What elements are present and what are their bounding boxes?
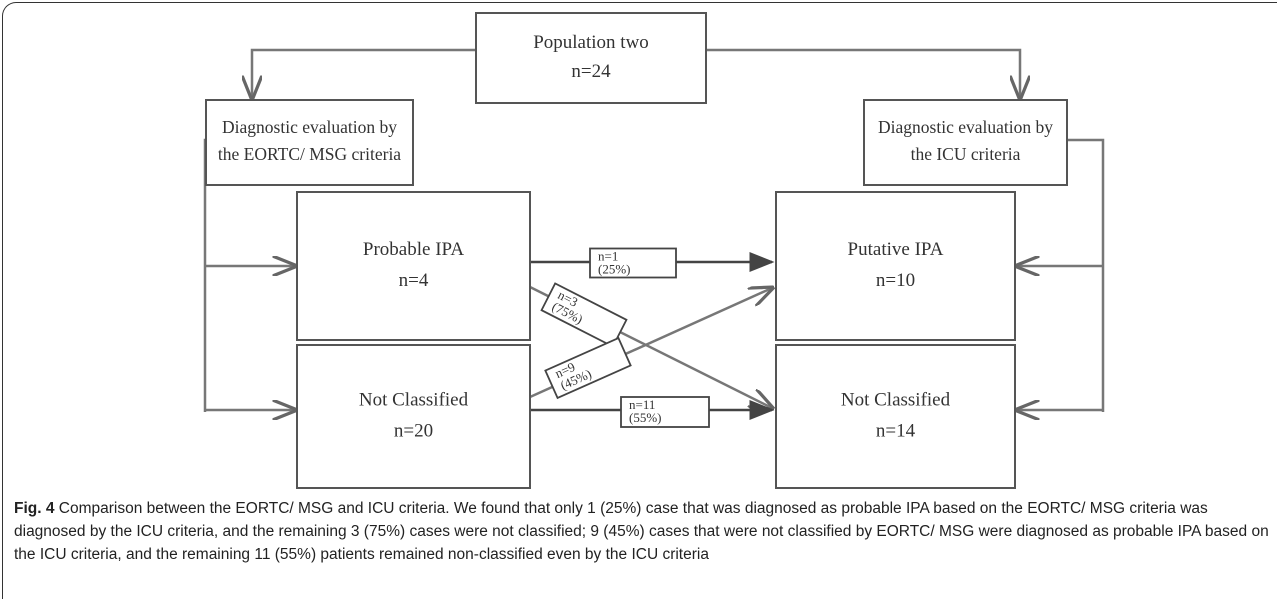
edge-label: n=3(75%) <box>540 282 628 348</box>
node: Putative IPA n=10 <box>775 191 1016 341</box>
node-label: n=10 <box>876 270 915 291</box>
node: Not Classified n=20 <box>296 344 531 489</box>
edge-label-box <box>540 282 628 348</box>
edge-label-text: n=11 <box>629 397 655 412</box>
node-box <box>205 99 414 186</box>
node-label: Putative IPA <box>848 239 944 260</box>
node-box <box>296 191 531 341</box>
caption: Fig. 4 Comparison between the EORTC/ MSG… <box>14 497 1269 566</box>
edge-label: n=9(45%) <box>544 336 632 400</box>
node-label: the EORTC/ MSG criteria <box>218 144 401 164</box>
node: Diagnostic evaluation by the EORTC/ MSG c… <box>205 99 414 186</box>
node-box <box>296 344 531 489</box>
node-box <box>775 344 1016 489</box>
node-label: n=20 <box>394 420 433 441</box>
node-label: Probable IPA <box>363 239 464 260</box>
node: Probable IPA n=4 <box>296 191 531 341</box>
node-box <box>775 191 1016 341</box>
edge-label-text: (55%) <box>629 410 662 425</box>
node-label: Population two <box>533 32 649 53</box>
node-label: the ICU criteria <box>911 144 1021 164</box>
edge-label: n=1(25%) <box>589 247 677 279</box>
node-label: n=14 <box>876 420 916 441</box>
edge-label-box <box>544 336 632 400</box>
diagram: Population two n=24 Diagnostic evaluation … <box>203 12 1105 489</box>
node: Not Classified n=14 <box>775 344 1016 489</box>
node-label: Diagnostic evaluation by <box>878 117 1053 137</box>
node-box <box>475 12 707 104</box>
node-label: Not Classified <box>359 389 469 410</box>
node-label: Diagnostic evaluation by <box>222 117 397 137</box>
caption-text: Comparison between the EORTC/ MSG and IC… <box>14 500 1269 563</box>
node-box <box>863 99 1068 186</box>
node-label: n=24 <box>571 61 611 82</box>
edge-label-box <box>589 247 677 279</box>
node-label: n=4 <box>399 270 429 291</box>
node: Diagnostic evaluation by the ICU criteria <box>863 99 1068 186</box>
node: Population two n=24 <box>475 12 707 104</box>
edge-label-text: (25%) <box>598 261 631 276</box>
edge-label: n=11(55%) <box>620 396 710 428</box>
caption-label: Fig. 4 <box>14 500 55 517</box>
edge-label-box <box>620 396 710 428</box>
node-label: Not Classified <box>841 389 951 410</box>
edge-label-text: n=1 <box>598 248 618 263</box>
